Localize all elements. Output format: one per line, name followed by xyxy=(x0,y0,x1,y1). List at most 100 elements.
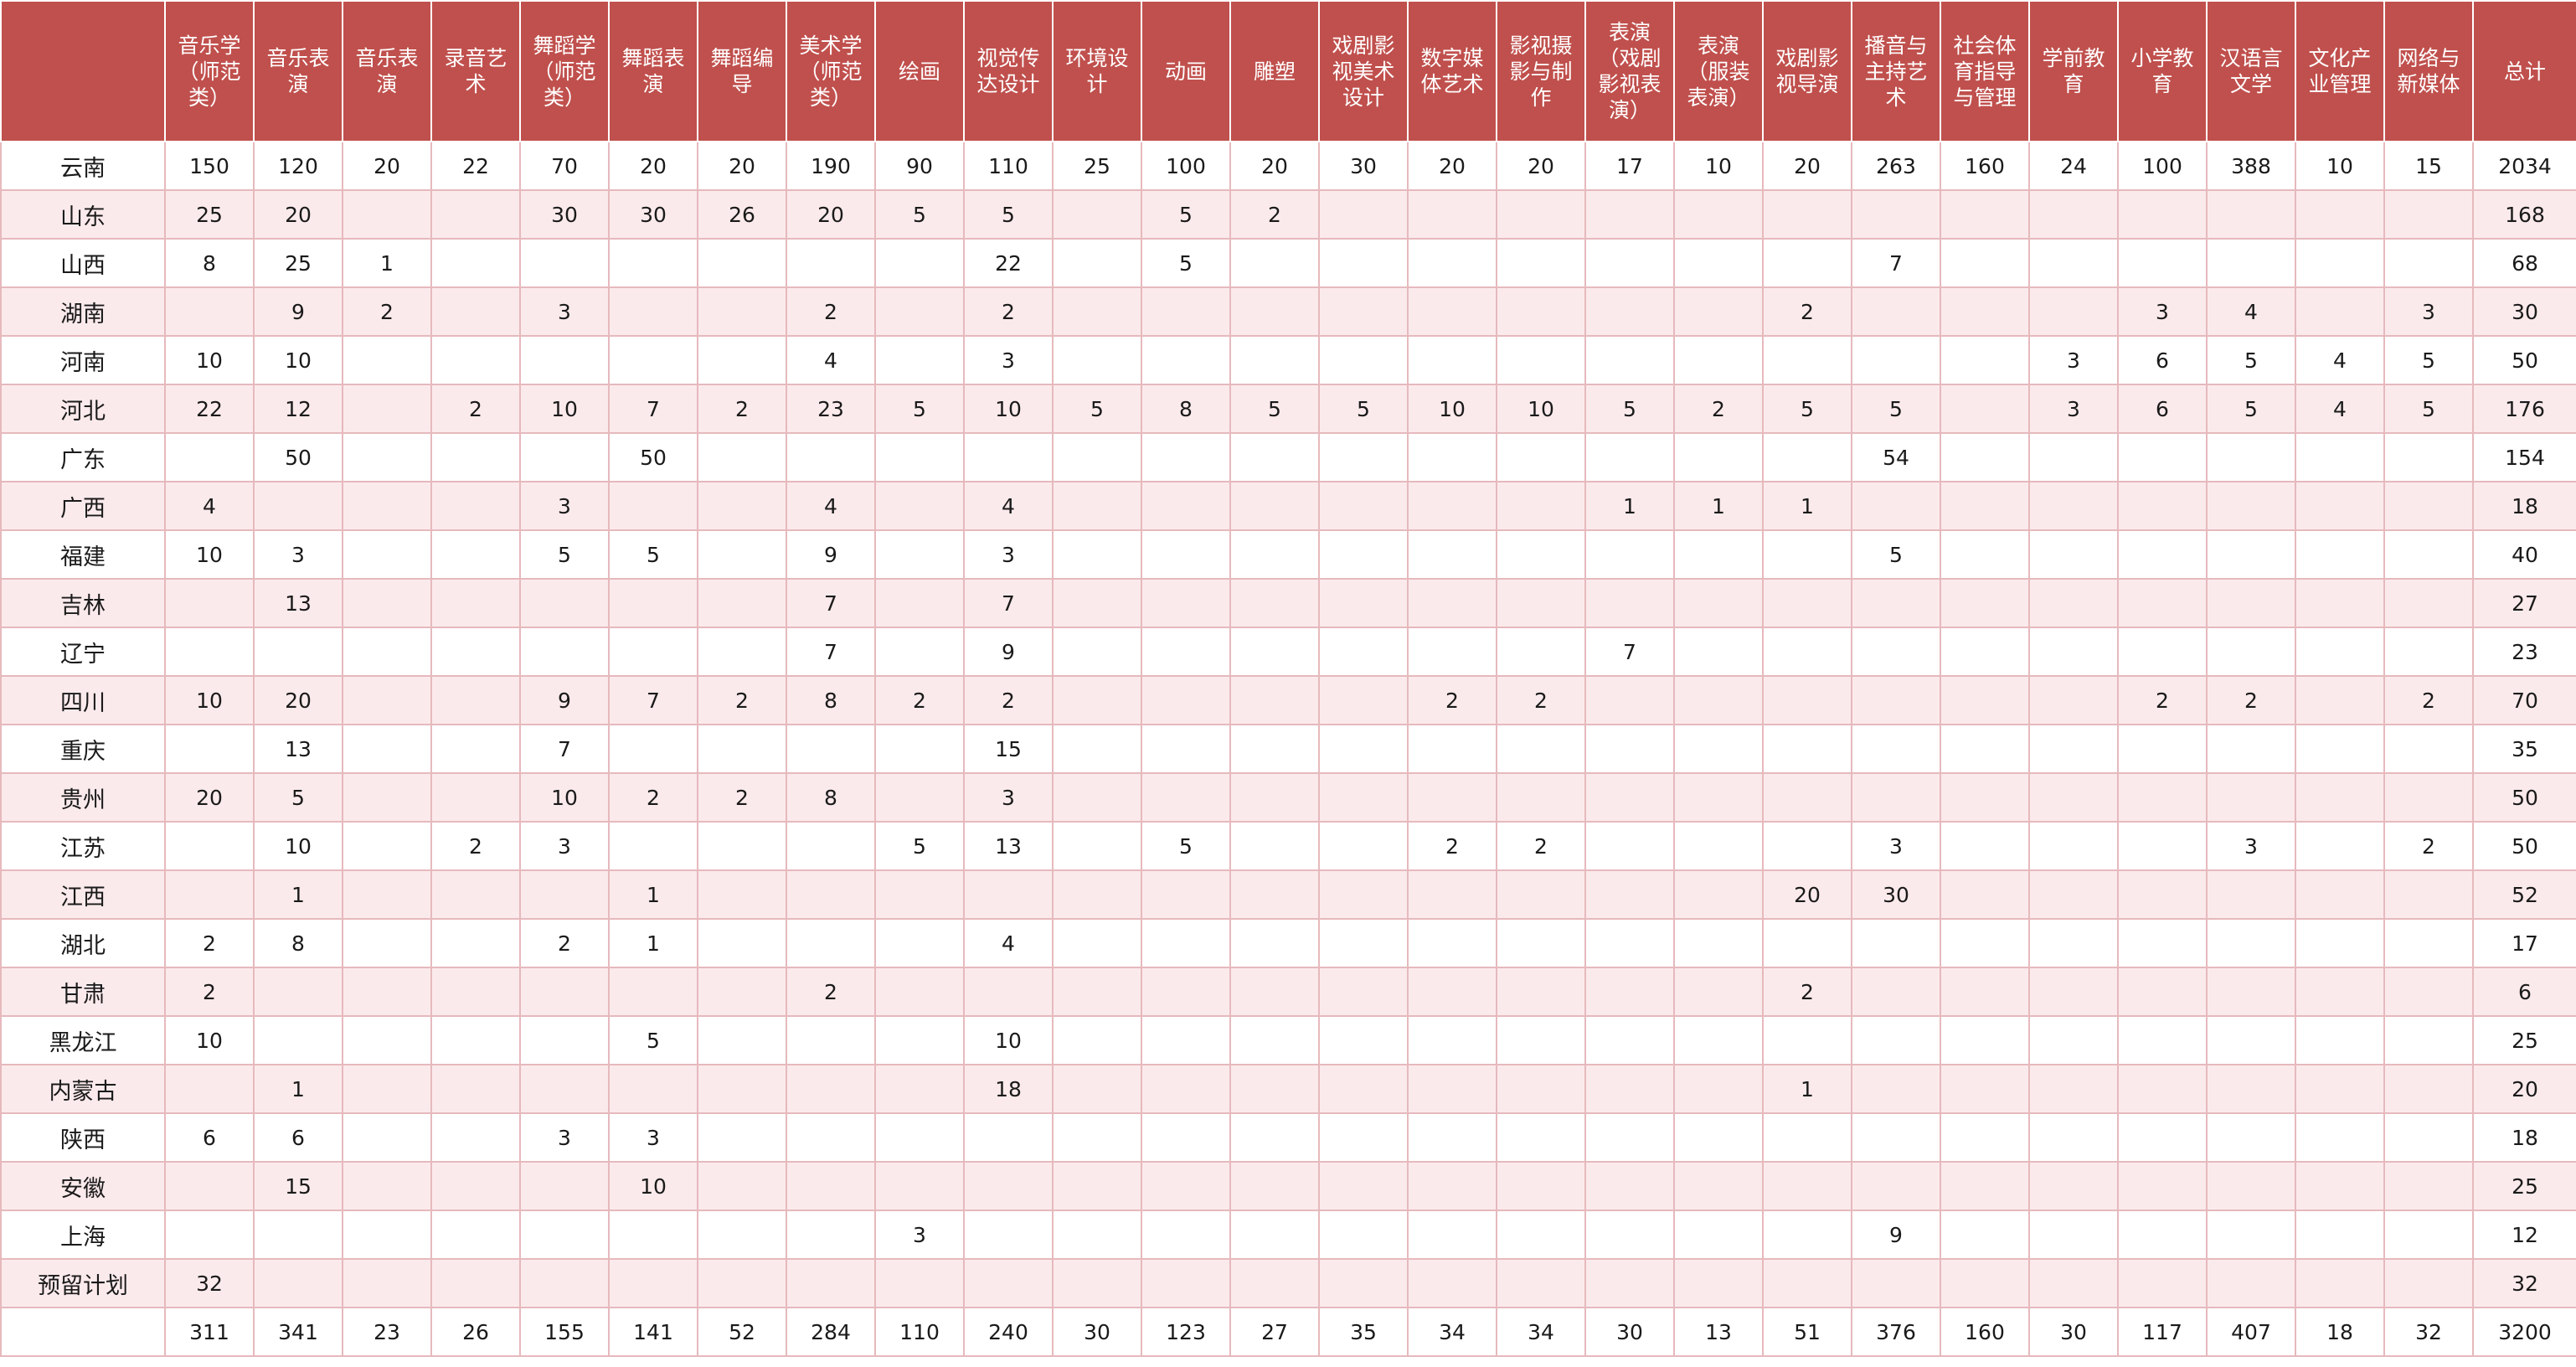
table-cell: 3 xyxy=(2206,821,2296,871)
table-cell xyxy=(2383,481,2474,531)
column-header: 音乐表演 xyxy=(253,0,343,142)
table-cell: 1 xyxy=(253,869,343,920)
table-cell xyxy=(430,918,521,968)
table-cell xyxy=(430,1064,521,1114)
table-cell xyxy=(342,918,432,968)
table-cell xyxy=(697,481,787,531)
province-cell: 内蒙古 xyxy=(0,1064,166,1114)
table-cell xyxy=(519,335,610,385)
table-cell xyxy=(1762,1015,1852,1065)
table-cell: 190 xyxy=(786,141,876,191)
table-cell xyxy=(164,578,255,628)
table-cell xyxy=(1496,481,1586,531)
table-cell xyxy=(253,627,343,677)
table-cell xyxy=(2383,578,2474,628)
table-cell xyxy=(1052,432,1142,482)
table-cell xyxy=(2383,772,2474,823)
table-row: 四川 10 20 9 7 2 8 2 2 2 2 2 2 2 70 xyxy=(0,675,2576,725)
table-cell xyxy=(1673,1015,1764,1065)
table-cell xyxy=(2295,529,2385,580)
table-cell xyxy=(1940,1258,2030,1308)
table-row: 河北 22 12 2 10 7 2 23 5 10 5 8 5 5 10 10 5 2 5 5 3 6 5 4 5 176 xyxy=(0,384,2576,434)
table-cell xyxy=(2117,918,2208,968)
table-cell xyxy=(519,578,610,628)
table-cell: 7 xyxy=(786,627,876,677)
table-cell xyxy=(1141,772,1231,823)
table-row: 安徽 15 10 25 xyxy=(0,1161,2576,1211)
table-cell xyxy=(430,1112,521,1163)
table-cell: 10 xyxy=(164,529,255,580)
province-cell: 山西 xyxy=(0,238,166,288)
table-cell xyxy=(1407,772,1497,823)
table-cell xyxy=(1673,1161,1764,1211)
header-corner-cell xyxy=(0,0,166,142)
table-cell xyxy=(2028,675,2119,725)
province-cell: 江苏 xyxy=(0,821,166,871)
table-cell: 2 xyxy=(1496,821,1586,871)
table-cell: 20 xyxy=(164,772,255,823)
table-cell xyxy=(697,869,787,920)
column-header: 影视摄影与制作 xyxy=(1496,0,1586,142)
table-cell: 2 xyxy=(2383,675,2474,725)
table-cell xyxy=(342,578,432,628)
table-cell xyxy=(1762,238,1852,288)
table-cell xyxy=(519,1015,610,1065)
table-cell: 110 xyxy=(963,141,1054,191)
table-cell: 2 xyxy=(1762,286,1852,337)
table-row: 预留计划 32 32 xyxy=(0,1258,2576,1308)
table-cell xyxy=(963,432,1054,482)
row-total-cell: 176 xyxy=(2472,384,2576,434)
table-cell: 20 xyxy=(253,189,343,240)
table-cell: 284 xyxy=(786,1307,876,1357)
table-cell xyxy=(874,724,965,774)
table-cell xyxy=(1584,432,1675,482)
table-cell xyxy=(2028,238,2119,288)
table-cell xyxy=(1940,384,2030,434)
table-cell xyxy=(430,1015,521,1065)
table-cell xyxy=(1673,238,1764,288)
table-row: 河南 10 10 4 3 3 6 5 4 5 50 xyxy=(0,335,2576,385)
table-cell xyxy=(2117,529,2208,580)
table-cell xyxy=(519,1258,610,1308)
table-cell xyxy=(1496,335,1586,385)
table-cell: 2 xyxy=(697,772,787,823)
table-cell xyxy=(697,724,787,774)
table-cell xyxy=(342,869,432,920)
table-cell xyxy=(1584,772,1675,823)
table-cell: 2 xyxy=(1673,384,1764,434)
table-cell xyxy=(1496,1258,1586,1308)
table-cell: 10 xyxy=(608,1161,698,1211)
table-cell xyxy=(1318,918,1409,968)
table-cell xyxy=(1318,967,1409,1017)
province-cell: 四川 xyxy=(0,675,166,725)
table-cell: 2 xyxy=(342,286,432,337)
table-cell xyxy=(1762,1161,1852,1211)
table-cell xyxy=(1940,1015,2030,1065)
table-cell: 2 xyxy=(2383,821,2474,871)
province-cell: 辽宁 xyxy=(0,627,166,677)
column-header: 网络与新媒体 xyxy=(2383,0,2474,142)
table-cell: 10 xyxy=(253,821,343,871)
table-cell: 4 xyxy=(2206,286,2296,337)
table-cell xyxy=(786,1210,876,1260)
table-cell: 18 xyxy=(2295,1307,2385,1357)
table-cell xyxy=(1141,918,1231,968)
table-cell xyxy=(1318,869,1409,920)
table-cell: 123 xyxy=(1141,1307,1231,1357)
table-cell: 5 xyxy=(1229,384,1320,434)
table-cell xyxy=(1229,1258,1320,1308)
table-cell xyxy=(1052,529,1142,580)
table-cell xyxy=(874,286,965,337)
table-cell xyxy=(1229,1064,1320,1114)
table-cell xyxy=(1940,724,2030,774)
table-cell xyxy=(608,1258,698,1308)
table-cell xyxy=(786,869,876,920)
table-cell xyxy=(2295,918,2385,968)
table-row: 江西 1 1 20 30 52 xyxy=(0,869,2576,920)
row-total-cell: 68 xyxy=(2472,238,2576,288)
province-cell: 山东 xyxy=(0,189,166,240)
table-row: 重庆 13 7 15 35 xyxy=(0,724,2576,774)
table-cell xyxy=(2295,286,2385,337)
table-cell xyxy=(2206,1161,2296,1211)
table-cell: 2 xyxy=(1407,675,1497,725)
